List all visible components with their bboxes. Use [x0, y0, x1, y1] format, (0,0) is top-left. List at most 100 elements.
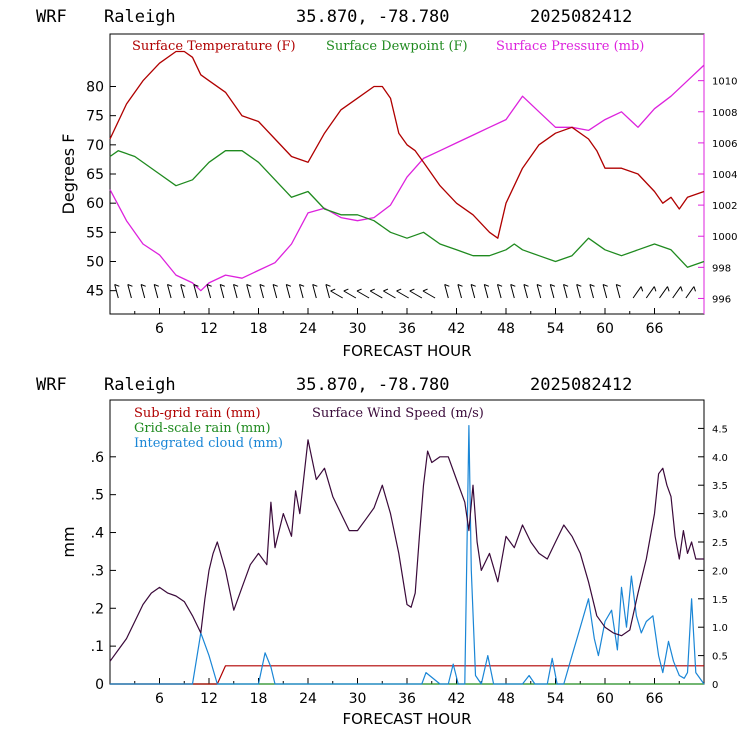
wind-barb [396, 288, 409, 299]
wind-barb [659, 286, 670, 299]
y-tick-label: 50 [86, 255, 104, 271]
wind-barb [166, 284, 173, 299]
x-tick-label: 48 [497, 321, 515, 337]
wind-barbs-row [114, 284, 696, 299]
y2-tick-label: 1.5 [712, 595, 728, 606]
wind-barb [206, 284, 212, 299]
temperature-series-lines [109, 50, 705, 292]
wind-barb [285, 284, 292, 299]
x-tick-label: 12 [200, 691, 218, 707]
wind-barb [602, 284, 608, 299]
series-line-surface-temperature [109, 50, 705, 239]
y-tick-label: 60 [86, 196, 104, 212]
y2-tick-label: 3.0 [712, 510, 728, 521]
x-tick-label: 36 [398, 321, 416, 337]
legend-integrated-cloud: Integrated cloud (mm) [134, 436, 283, 451]
x-tick-label: 66 [646, 691, 664, 707]
wind-barb [232, 284, 239, 299]
x-tick-label: 60 [596, 691, 614, 707]
y2-tick-label: 2.5 [712, 538, 728, 549]
precip-x-axis-label: FORECAST HOUR [342, 710, 471, 728]
y2-tick-label: 0 [712, 680, 718, 691]
wind-barb [549, 284, 556, 299]
bottom-header-run: 2025082412 [530, 375, 632, 395]
y2-tick-label: 1.0 [712, 623, 728, 634]
y-tick-label: 70 [86, 138, 104, 154]
bottom-header: WRF Raleigh 35.870, -78.780 2025082412 [36, 375, 632, 395]
y-tick-label: .5 [91, 488, 104, 504]
wind-barb [672, 286, 683, 299]
x-tick-label: 30 [349, 691, 367, 707]
wind-barb [615, 284, 622, 299]
precip-panel: 6 12 18 24 30 36 42 48 54 60 66 0 .1 .2 .3 .4 .5 .6 0 0.5 1.… [59, 399, 728, 728]
x-tick-label: 12 [200, 321, 218, 337]
legend-subgrid-rain: Sub-grid rain (mm) [134, 406, 261, 421]
x-tick-label: 6 [155, 691, 164, 707]
temperature-ticks: 6 12 18 24 30 36 42 48 54 60 66 45 50 55 60 65 70 75 80 996… [86, 77, 737, 337]
series-line-integrated-cloud [110, 425, 705, 685]
wind-barb [259, 284, 265, 299]
wind-barb [325, 284, 331, 299]
wind-barb [140, 284, 146, 299]
wind-barb [153, 284, 160, 299]
y-tick-label: .1 [91, 639, 104, 655]
top-header-coords: 35.870, -78.780 [296, 7, 450, 27]
wind-barb [114, 284, 120, 299]
temperature-x-axis-label: FORECAST HOUR [342, 342, 471, 360]
y2-tick-label: 0.5 [712, 652, 728, 663]
y2-tick-label: 4.0 [712, 453, 728, 464]
x-tick-label: 18 [250, 321, 268, 337]
x-tick-label: 60 [596, 321, 614, 337]
y-tick-label: .4 [91, 526, 104, 542]
series-line-surface-wind [109, 439, 704, 662]
wind-barb [576, 284, 582, 299]
x-tick-label: 48 [497, 691, 515, 707]
legend-pressure: Surface Pressure (mb) [496, 39, 644, 54]
x-tick-label: 42 [448, 691, 466, 707]
x-tick-label: 42 [448, 321, 466, 337]
wind-barb [343, 288, 357, 299]
top-header-station: Raleigh [104, 7, 176, 27]
x-tick-label: 36 [398, 691, 416, 707]
precip-y-axis-label: mm [59, 526, 78, 557]
legend-wind-speed: Surface Wind Speed (m/s) [312, 406, 484, 421]
y2-tick-label: 4.5 [712, 424, 728, 435]
x-tick-label: 18 [250, 691, 268, 707]
wind-barb [496, 284, 503, 299]
wind-barb [632, 286, 644, 299]
y2-tick-label: 1010 [712, 77, 737, 88]
wind-barb [645, 286, 657, 299]
precip-series-lines [109, 425, 705, 685]
wind-barb [330, 288, 343, 299]
temperature-plot-frame [109, 33, 705, 315]
wind-barb [510, 284, 516, 299]
bottom-header-coords: 35.870, -78.780 [296, 375, 450, 395]
y2-tick-label: 1006 [712, 139, 737, 150]
wind-barb [422, 288, 436, 299]
top-header: WRF Raleigh 35.870, -78.780 2025082412 [36, 7, 632, 27]
x-tick-label: 6 [155, 321, 164, 337]
wind-barb [383, 288, 396, 299]
wind-barb [457, 284, 463, 299]
y-tick-label: 45 [86, 284, 104, 300]
wind-barb [180, 284, 186, 299]
wind-barb [536, 284, 542, 299]
y-tick-label: .6 [91, 450, 104, 466]
legend-dewpoint: Surface Dewpoint (F) [326, 39, 468, 54]
x-tick-label: 54 [547, 321, 565, 337]
top-header-model: WRF [36, 7, 67, 27]
y2-tick-label: 1002 [712, 201, 737, 212]
y-tick-label: 80 [86, 80, 104, 96]
wind-barb [483, 284, 490, 299]
y-tick-label: .3 [91, 563, 104, 579]
precip-legend: Sub-grid rain (mm) Surface Wind Speed (m… [134, 406, 484, 451]
y2-tick-label: 2.0 [712, 566, 728, 577]
x-tick-label: 24 [299, 691, 317, 707]
temperature-panel: 6 12 18 24 30 36 42 48 54 60 66 45 50 55 60 65 70 75 80 996… [59, 33, 737, 360]
y-tick-label: 75 [86, 109, 104, 125]
y2-tick-label: 3.5 [712, 481, 728, 492]
wind-barb [272, 284, 278, 299]
y2-tick-label: 1004 [712, 170, 737, 181]
x-tick-label: 54 [547, 691, 565, 707]
